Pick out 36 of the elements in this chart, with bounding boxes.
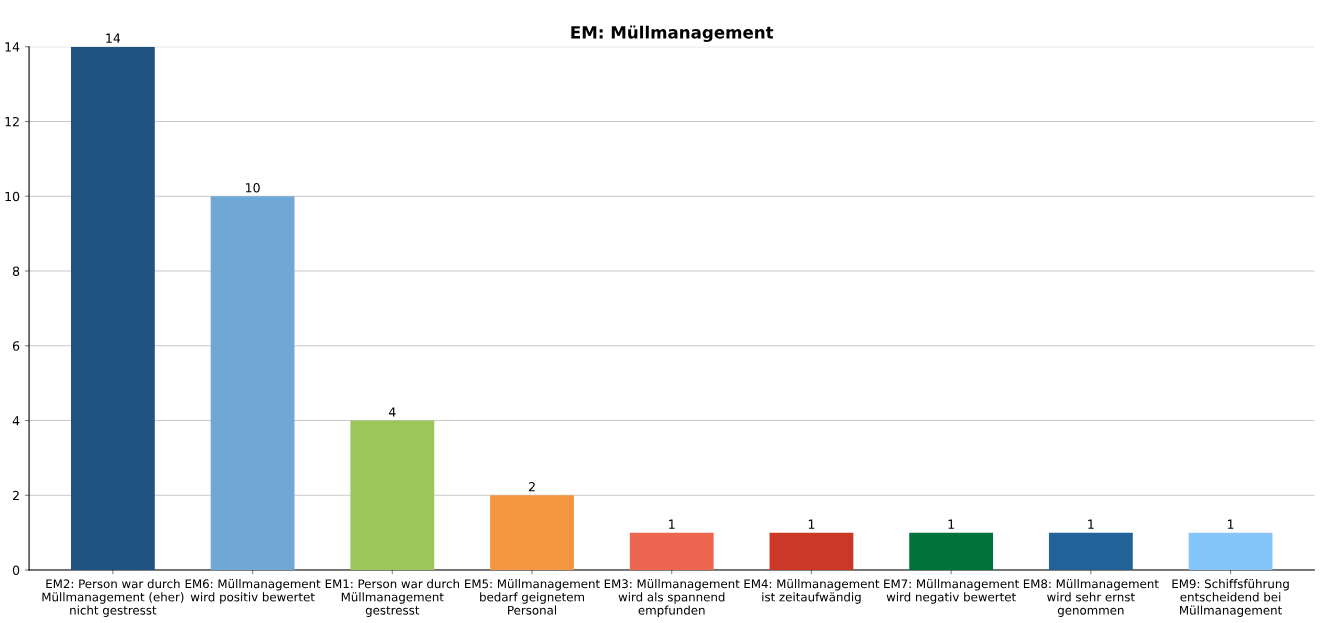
y-tick-label: 4 — [12, 416, 20, 426]
x-tick-label: EM9: Schiffsführung entscheidend bei Müllmanagement — [1172, 579, 1289, 617]
data-label: 1 — [1227, 519, 1234, 529]
bar — [769, 532, 854, 571]
x-tick-label: EM2: Person war durch Müllmanagement (eher) nicht gestresst — [42, 579, 184, 617]
bar — [1188, 532, 1273, 571]
data-label: 4 — [388, 407, 396, 417]
x-tick-label: EM3: Müllmanagement wird als spannend empfunden — [604, 579, 740, 617]
data-label: 1 — [1088, 519, 1094, 529]
bar — [70, 46, 155, 571]
x-tick-label: EM4: Müllmanagement ist zeitaufwändig — [744, 579, 880, 604]
data-label: 1 — [808, 519, 815, 529]
bar — [350, 420, 435, 571]
data-label: 1 — [669, 519, 675, 529]
x-tick-label: EM8: Müllmanagement wird sehr ernst genommen — [1023, 579, 1159, 617]
chart-title: EM: Müllmanagement — [571, 25, 774, 42]
bar — [1048, 532, 1133, 571]
data-label: 10 — [246, 182, 260, 193]
x-tick-label: EM1: Person war durch Müllmanagement gestresst — [325, 579, 459, 617]
y-tick-label: 6 — [12, 341, 20, 351]
bar — [490, 495, 574, 571]
y-tick-label: 10 — [5, 191, 20, 202]
y-tick-label: 0 — [12, 565, 20, 575]
data-label: 2 — [528, 482, 535, 492]
y-tick-label: 2 — [13, 490, 19, 501]
bar — [210, 196, 295, 571]
data-label: 14 — [106, 33, 121, 43]
x-tick-label: EM7: Müllmanagement wird negativ bewertet — [884, 579, 1019, 604]
bar — [629, 532, 714, 571]
x-tick-label: EM5: Müllmanagement bedarf geignetem Personal — [465, 579, 600, 615]
y-tick-label: 12 — [5, 116, 19, 127]
data-label: 1 — [948, 519, 954, 529]
x-tick-label: EM6: Müllmanagement wird positiv bewertet — [185, 579, 321, 604]
bar — [909, 532, 994, 571]
y-tick-label: 14 — [5, 42, 20, 52]
y-tick-label: 8 — [12, 266, 20, 276]
